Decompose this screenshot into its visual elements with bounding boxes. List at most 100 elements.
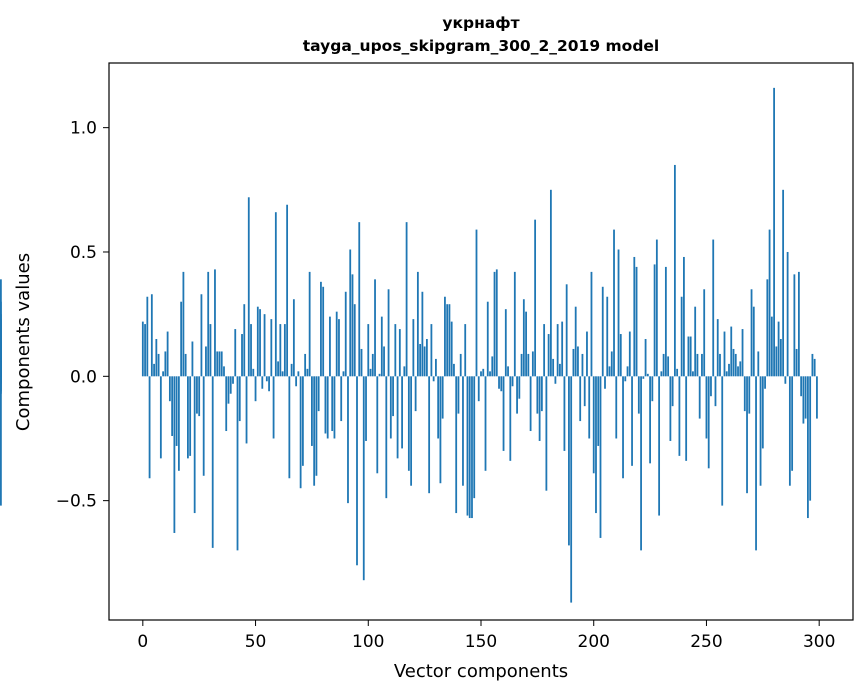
bar-280 [773,87,775,377]
bar-184 [556,324,559,377]
bar-298 [813,358,816,377]
bar-40 [232,376,234,384]
bar-119 [410,376,413,486]
bar-284 [782,189,785,377]
bar-242 [687,336,690,377]
bar-151 [482,368,485,377]
bar-152 [484,376,487,471]
bar-137 [450,321,453,377]
bar-149 [477,376,480,402]
bar-128 [430,324,433,377]
bar-287 [788,376,791,486]
bar-96 [358,222,361,377]
bar-215 [626,366,629,377]
bar-48 [250,324,252,377]
bar-163 [509,376,512,461]
bar-56 [268,376,270,392]
bar-139 [455,376,458,514]
bar-214 [624,376,627,382]
bar-93 [351,274,354,377]
bar-103 [374,279,376,377]
bar-111 [392,376,394,417]
bar-105 [378,373,381,377]
bar-16 [177,376,180,471]
bar-104 [376,376,379,474]
bar-41 [234,329,237,377]
bar-2 [146,296,149,377]
bar-263 [734,353,737,377]
bar-73 [306,368,309,377]
bar-254 [714,376,717,407]
bar-275 [761,376,764,449]
bar-126 [425,339,428,377]
bar-54 [263,314,266,377]
bar-225 [649,376,651,464]
bar-70 [299,376,302,489]
bar-172 [529,376,532,432]
bar-26 [200,294,203,377]
bar-49 [252,368,255,377]
bar-83 [329,316,331,377]
bar-69 [297,371,300,377]
bar-271 [752,306,755,377]
bar-5 [153,363,155,377]
bar-44 [241,334,243,377]
bar-251 [707,376,710,469]
bar-211 [617,249,620,377]
bar-53 [261,376,264,389]
bar-89 [342,371,345,377]
bar-43 [238,376,241,422]
bar-208 [610,351,613,377]
bar-258 [723,331,726,377]
bar-202 [597,376,600,446]
y-tick-label: 0.0 [70,367,97,387]
bar-243 [689,336,692,377]
y-axis-label: Components values [13,253,34,431]
bar-60 [277,361,279,377]
bar-261 [730,326,733,377]
bar-19 [184,353,187,377]
bar-150 [480,371,482,377]
bar-45 [243,304,246,377]
bar-82 [326,376,329,439]
bar-235 [671,376,674,407]
bar-134 [444,296,446,377]
bar-282 [777,321,780,377]
bar-130 [435,358,437,377]
bar-122 [416,271,419,377]
bar-259 [725,371,728,377]
bar-209 [613,229,615,377]
bar-181 [549,189,552,377]
bar-50 [254,376,257,402]
bar-262 [732,348,735,377]
bar-162 [507,366,509,377]
bar-197 [586,331,588,377]
chart-subtitle: tayga_upos_skipgram_300_2_2019 model [303,37,660,55]
bar-74 [308,271,311,377]
bar-216 [628,331,631,377]
bar-51 [256,306,259,377]
bar-176 [538,376,541,441]
bar-260 [728,363,730,377]
bar-107 [383,346,385,377]
bar-221 [640,376,642,551]
bar-52 [259,309,261,377]
bar-109 [387,289,390,377]
bar-203 [599,376,602,538]
bar-91 [347,376,349,504]
bar-98 [362,376,365,581]
bar-155 [491,356,494,377]
bar-65 [288,376,291,479]
bar-187 [563,376,566,451]
bar-25 [198,376,201,417]
bar-115 [401,376,403,449]
bar-108 [385,376,388,499]
bar-133 [441,376,444,419]
bar-97 [360,348,363,377]
bar-270 [750,289,753,377]
bar-156 [493,271,496,377]
bar-159 [500,376,503,392]
bar-286 [786,251,789,377]
bar-182 [552,358,555,377]
